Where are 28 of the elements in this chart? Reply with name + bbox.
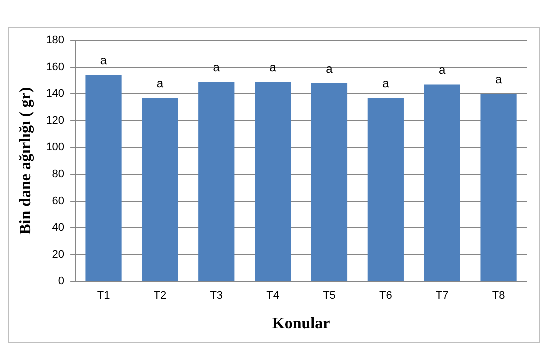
data-label: a: [213, 60, 220, 74]
data-label: a: [100, 54, 108, 68]
y-tick-label: 160: [46, 61, 65, 74]
y-axis-title: Bin dane ağırlığı ( gr): [18, 87, 35, 235]
y-tick-label: 120: [46, 114, 65, 127]
x-tick-label: T7: [436, 290, 449, 302]
data-label: a: [156, 76, 164, 90]
x-tick-label: T4: [266, 290, 280, 302]
y-tick-label: 140: [46, 88, 65, 100]
data-label: a: [326, 62, 334, 76]
y-tick-label: 40: [52, 222, 65, 234]
y-tick-label: 180: [46, 34, 65, 47]
data-label: a: [382, 76, 390, 90]
y-tick-label: 100: [46, 142, 65, 154]
x-tick-label: T2: [154, 290, 167, 302]
y-tick-label: 80: [52, 168, 65, 181]
x-tick-label: T6: [380, 290, 392, 302]
y-tick-label: 0: [58, 276, 65, 288]
data-label: a: [270, 60, 277, 74]
y-tick-label: 20: [52, 248, 65, 261]
data-label: a: [439, 63, 446, 78]
x-tick-label: T5: [323, 290, 336, 302]
x-tick-label: T1: [97, 290, 110, 302]
x-tick-label: T8: [492, 290, 506, 302]
x-axis-title: Konular: [272, 316, 330, 333]
y-tick-label: 60: [52, 195, 65, 208]
x-tick-label: T3: [210, 290, 224, 302]
data-label: a: [495, 72, 502, 86]
